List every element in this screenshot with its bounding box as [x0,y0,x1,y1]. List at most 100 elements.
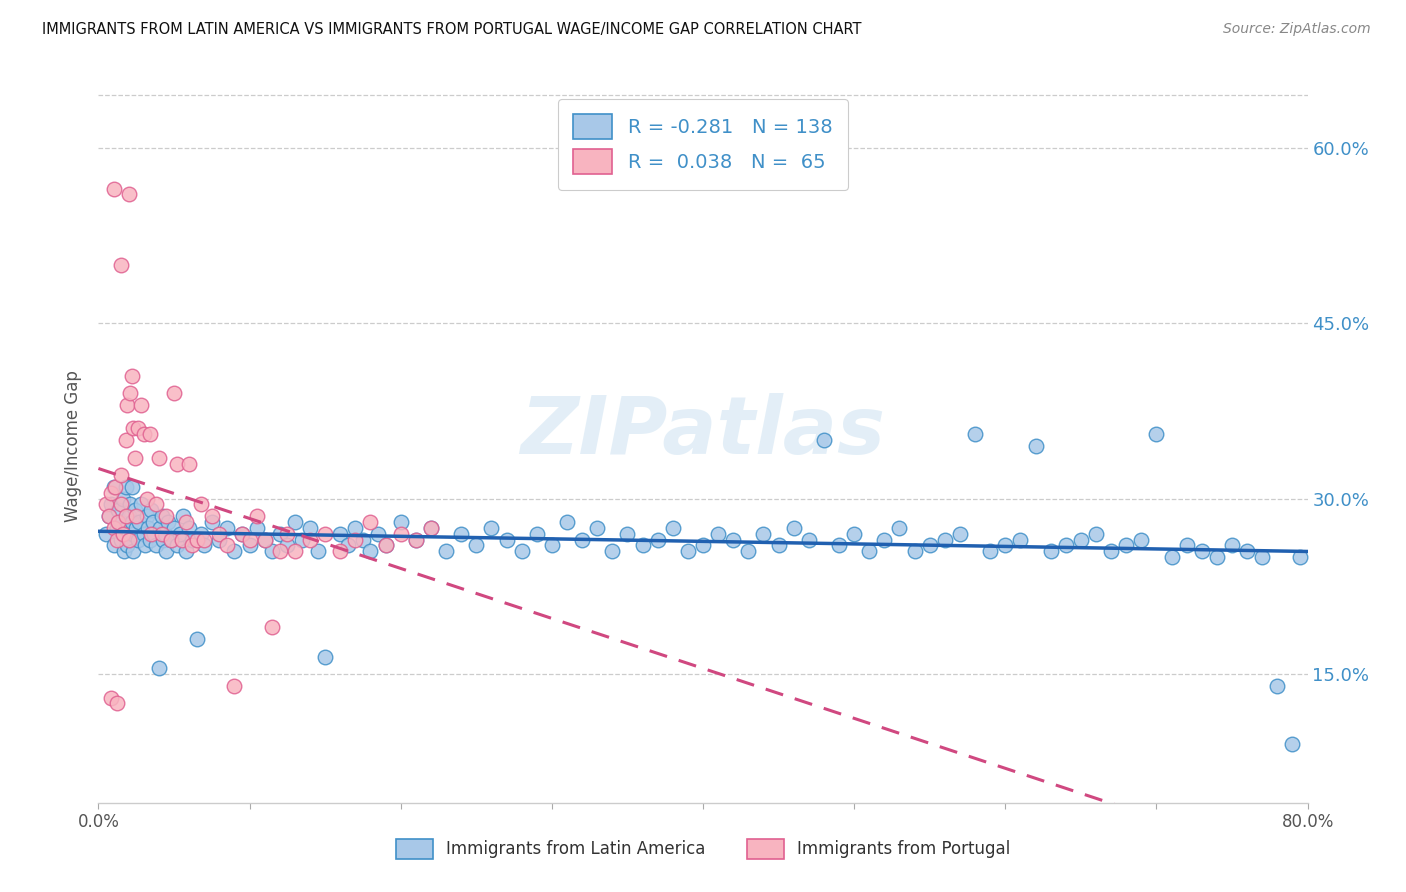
Point [155,509,177,524]
Point [135,509,157,524]
Point [783,521,806,535]
Point [555,515,578,529]
Point [215,521,238,535]
Point [150,526,173,541]
Point [160,533,183,547]
Point [434,544,457,558]
Point [291,533,314,547]
Point [374,538,396,552]
Point [115,398,138,412]
Point [120,498,142,512]
Point [201,515,224,529]
Point [163,521,186,535]
Text: ZIPatlas: ZIPatlas [520,392,886,471]
Point [918,538,941,552]
Point [360,544,382,558]
Point [201,509,224,524]
Point [979,544,1001,558]
Point [1289,550,1312,565]
Point [336,538,359,552]
Point [139,533,162,547]
Point [307,544,329,558]
Point [420,521,443,535]
Point [299,521,322,535]
Point [127,533,149,547]
Point [224,679,246,693]
Point [104,480,127,494]
Point [110,533,132,547]
Point [139,427,162,442]
Point [114,509,136,524]
Point [190,498,212,512]
Point [344,533,367,547]
Point [616,526,638,541]
Point [374,538,396,552]
Point [121,515,143,529]
Point [540,538,562,552]
Point [105,521,128,535]
Point [193,533,215,547]
Point [179,521,201,535]
Legend: Immigrants from Latin America, Immigrants from Portugal: Immigrants from Latin America, Immigrant… [389,832,1017,866]
Point [149,521,172,535]
Point [1251,550,1274,565]
Point [94,526,117,541]
Point [768,538,790,552]
Point [797,533,820,547]
Point [129,398,152,412]
Point [118,533,141,547]
Point [1160,550,1182,565]
Point [120,533,142,547]
Point [136,521,159,535]
Point [889,521,911,535]
Point [344,521,367,535]
Point [1175,538,1198,552]
Point [156,515,179,529]
Point [329,544,352,558]
Point [105,533,128,547]
Point [420,521,443,535]
Point [858,544,880,558]
Point [276,538,298,552]
Point [94,498,117,512]
Point [707,526,730,541]
Point [111,491,134,506]
Point [148,450,170,465]
Point [253,533,276,547]
Point [389,515,412,529]
Point [934,533,956,547]
Point [127,421,149,435]
Point [239,533,262,547]
Point [1010,533,1032,547]
Point [145,538,167,552]
Point [737,544,759,558]
Point [169,526,191,541]
Point [246,521,269,535]
Point [163,386,186,401]
Point [1024,439,1046,453]
Point [299,533,322,547]
Point [231,526,253,541]
Point [125,509,148,524]
Point [105,697,128,711]
Point [148,661,170,675]
Point [904,544,927,558]
Point [132,526,155,541]
Point [1070,533,1092,547]
Point [352,533,374,547]
Point [124,503,146,517]
Point [153,526,176,541]
Point [103,181,125,195]
Point [1206,550,1229,565]
Point [120,386,142,401]
Point [844,526,866,541]
Point [141,526,163,541]
Point [110,468,132,483]
Point [269,526,291,541]
Point [118,526,141,541]
Point [224,544,246,558]
Point [179,457,201,471]
Point [586,521,609,535]
Point [602,544,624,558]
Point [118,187,141,202]
